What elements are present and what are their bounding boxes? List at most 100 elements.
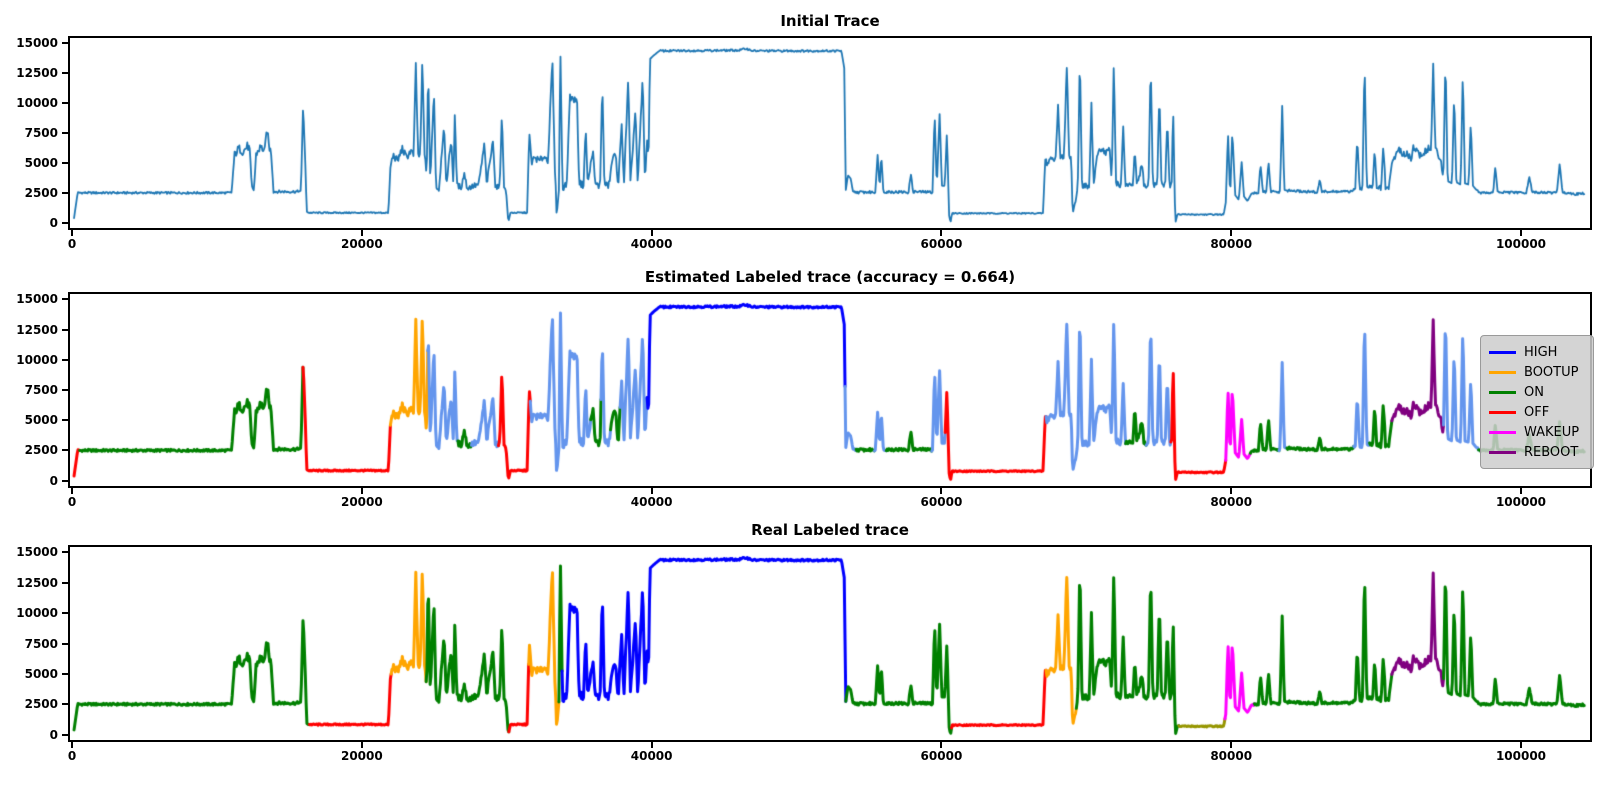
plot3-title: Real Labeled trace <box>751 521 909 539</box>
y-tick-mark <box>62 389 68 391</box>
plot1-trace-canvas <box>70 38 1590 228</box>
x-tick-label: 0 <box>67 495 77 509</box>
legend-entry: WAKEUP <box>1489 422 1589 442</box>
y-tick-label: 0 <box>49 215 58 230</box>
x-tick-label: 0 <box>67 237 77 251</box>
x-tick-mark <box>1520 488 1522 494</box>
y-tick-label: 7500 <box>24 126 58 140</box>
y-tick-mark <box>62 358 68 361</box>
x-tick-mark <box>360 230 363 236</box>
x-tick-mark <box>1230 488 1233 494</box>
y-tick-label: 10000 <box>16 96 58 111</box>
x-tick-mark <box>940 230 943 236</box>
y-tick-mark <box>62 191 68 194</box>
x-tick-mark <box>71 230 74 236</box>
y-tick-mark <box>62 703 68 706</box>
x-tick-mark <box>940 742 943 748</box>
y-tick-mark <box>62 298 68 301</box>
x-tick-label: 100000 <box>1495 495 1547 509</box>
legend-entry: REBOOT <box>1489 442 1589 462</box>
x-tick-label: 20000 <box>340 237 383 251</box>
y-tick-label: 12500 <box>16 322 58 337</box>
legend-entry: HIGH <box>1489 342 1589 362</box>
y-tick-label: 2500 <box>24 697 58 712</box>
legend-box: HIGH BOOTUP ON OFF WAKEUP REBOOT <box>1480 335 1594 469</box>
y-tick-mark <box>62 612 68 615</box>
legend-color-swatch <box>1489 370 1516 374</box>
y-tick-label: 2500 <box>24 185 58 200</box>
y-tick-mark <box>62 221 68 224</box>
y-tick-mark <box>62 132 68 134</box>
legend-color-swatch <box>1489 410 1516 414</box>
x-tick-mark <box>650 488 653 494</box>
y-tick-mark <box>62 42 68 45</box>
x-tick-mark <box>650 230 653 236</box>
x-tick-mark <box>940 488 943 494</box>
x-tick-mark <box>1230 742 1233 748</box>
x-tick-label: 40000 <box>630 749 673 763</box>
x-tick-mark <box>1230 230 1233 236</box>
legend-label: OFF <box>1524 404 1550 420</box>
x-tick-mark <box>71 742 74 748</box>
y-tick-label: 12500 <box>16 575 58 590</box>
y-tick-label: 15000 <box>16 292 58 307</box>
y-tick-label: 15000 <box>16 36 58 51</box>
x-tick-label: 60000 <box>920 237 963 251</box>
legend-label: BOOTUP <box>1524 364 1579 380</box>
y-tick-label: 0 <box>49 473 58 488</box>
x-tick-label: 80000 <box>1210 749 1253 763</box>
y-tick-label: 15000 <box>16 545 58 560</box>
y-tick-mark <box>62 449 68 452</box>
legend-label: REBOOT <box>1524 444 1579 460</box>
x-tick-label: 20000 <box>340 749 383 763</box>
y-tick-label: 5000 <box>24 413 58 428</box>
y-tick-mark <box>62 479 68 482</box>
x-tick-label: 100000 <box>1495 237 1547 251</box>
legend-entry: BOOTUP <box>1489 362 1589 382</box>
plot1-axes <box>68 36 1592 230</box>
plot3-trace-canvas <box>70 547 1590 740</box>
x-tick-mark <box>71 488 74 494</box>
y-tick-mark <box>62 419 68 422</box>
legend-color-swatch <box>1489 430 1516 434</box>
y-tick-label: 10000 <box>16 606 58 621</box>
y-tick-label: 7500 <box>24 636 58 651</box>
x-tick-label: 40000 <box>630 495 673 509</box>
x-tick-mark <box>650 742 653 748</box>
x-tick-label: 80000 <box>1210 495 1253 509</box>
y-tick-label: 5000 <box>24 666 58 681</box>
y-tick-label: 12500 <box>16 66 58 81</box>
legend-color-swatch <box>1489 450 1516 454</box>
y-tick-label: 2500 <box>24 443 58 458</box>
x-tick-label: 0 <box>67 749 77 763</box>
x-tick-label: 60000 <box>920 749 963 763</box>
x-tick-label: 20000 <box>340 495 383 509</box>
y-tick-mark <box>62 733 68 736</box>
x-tick-label: 100000 <box>1495 749 1547 763</box>
legend-label: HIGH <box>1524 344 1558 360</box>
x-tick-mark <box>1520 230 1522 236</box>
plot2-trace-canvas <box>70 294 1590 486</box>
x-tick-mark <box>360 488 363 494</box>
plot1-title: Initial Trace <box>780 12 880 30</box>
legend-color-swatch <box>1489 350 1516 354</box>
y-tick-label: 5000 <box>24 155 58 170</box>
x-tick-mark <box>1520 742 1522 748</box>
legend-entry: ON <box>1489 382 1589 402</box>
legend-label: WAKEUP <box>1524 424 1580 440</box>
x-tick-mark <box>360 742 363 748</box>
x-tick-label: 60000 <box>920 495 963 509</box>
y-tick-label: 10000 <box>16 352 58 367</box>
y-tick-mark <box>62 328 68 331</box>
y-tick-mark <box>62 672 68 675</box>
x-tick-label: 40000 <box>630 237 673 251</box>
x-tick-label: 80000 <box>1210 237 1253 251</box>
y-tick-mark <box>62 581 68 584</box>
y-tick-label: 7500 <box>24 383 58 397</box>
plot3-axes <box>68 545 1592 742</box>
y-tick-mark <box>62 102 68 105</box>
y-tick-mark <box>62 642 68 645</box>
plot2-axes: HIGH BOOTUP ON OFF WAKEUP REBOOT <box>68 292 1594 488</box>
y-tick-mark <box>62 161 68 164</box>
